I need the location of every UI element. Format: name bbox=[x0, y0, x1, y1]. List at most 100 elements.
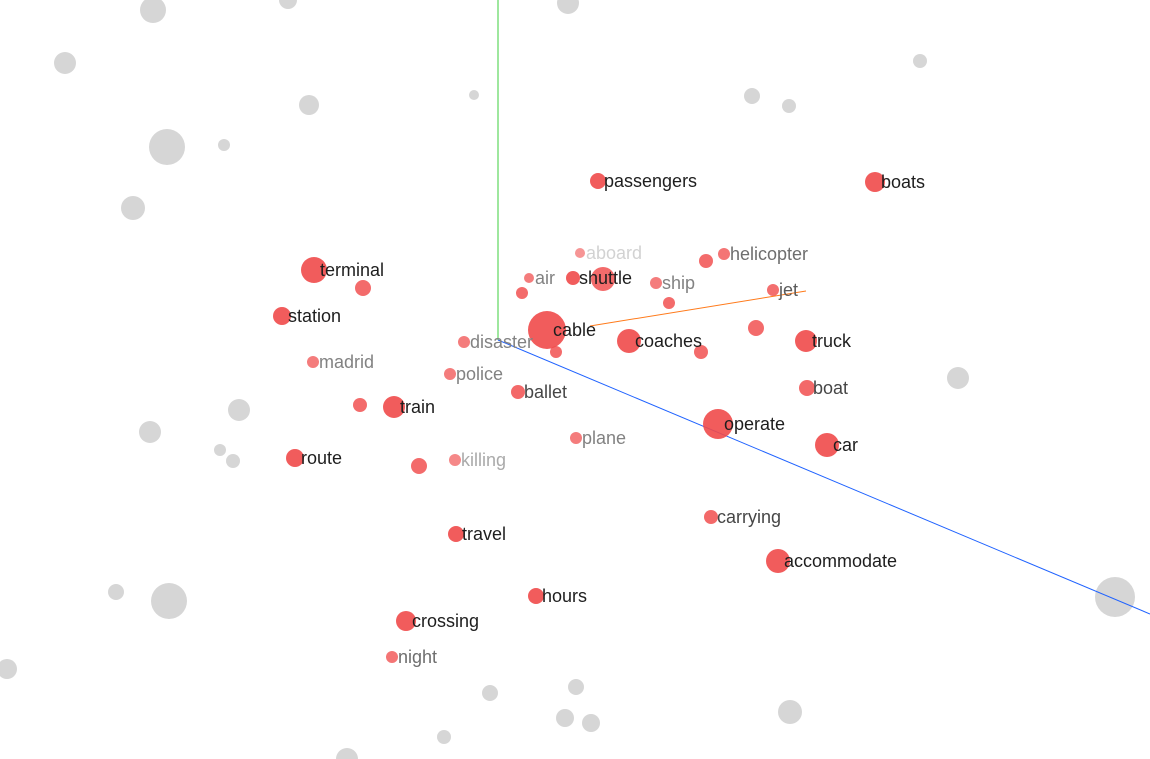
labeled-point[interactable] bbox=[383, 396, 405, 418]
background-point[interactable] bbox=[482, 685, 498, 701]
point-label: boats bbox=[881, 172, 925, 192]
background-point[interactable] bbox=[54, 52, 76, 74]
background-point[interactable] bbox=[556, 709, 574, 727]
background-point[interactable] bbox=[140, 0, 166, 23]
point-label: air bbox=[535, 268, 555, 288]
point-label: terminal bbox=[320, 260, 384, 280]
highlight-point[interactable] bbox=[355, 280, 371, 296]
background-point[interactable] bbox=[557, 0, 579, 14]
labeled-point[interactable] bbox=[815, 433, 839, 457]
background-point[interactable] bbox=[108, 584, 124, 600]
background-point[interactable] bbox=[228, 399, 250, 421]
highlight-point[interactable] bbox=[411, 458, 427, 474]
labeled-point[interactable] bbox=[386, 651, 398, 663]
background-point[interactable] bbox=[568, 679, 584, 695]
background-point[interactable] bbox=[218, 139, 230, 151]
highlight-point[interactable] bbox=[516, 287, 528, 299]
point-label: ballet bbox=[524, 382, 567, 402]
highlight-point[interactable] bbox=[550, 346, 562, 358]
background-point[interactable] bbox=[582, 714, 600, 732]
point-label: crossing bbox=[412, 611, 479, 631]
labeled-point[interactable] bbox=[570, 432, 582, 444]
labeled-point[interactable] bbox=[307, 356, 319, 368]
labeled-point[interactable] bbox=[767, 284, 779, 296]
point-label: car bbox=[833, 435, 858, 455]
labeled-point[interactable] bbox=[799, 380, 815, 396]
labeled-point[interactable] bbox=[458, 336, 470, 348]
background-point[interactable] bbox=[947, 367, 969, 389]
point-label: ship bbox=[662, 273, 695, 293]
highlight-point[interactable] bbox=[353, 398, 367, 412]
background-point[interactable] bbox=[744, 88, 760, 104]
point-label: coaches bbox=[635, 331, 702, 351]
highlight-point[interactable] bbox=[694, 345, 708, 359]
point-label: plane bbox=[582, 428, 626, 448]
background-point[interactable] bbox=[279, 0, 297, 9]
labeled-point[interactable] bbox=[286, 449, 304, 467]
labeled-point[interactable] bbox=[396, 611, 416, 631]
background-point[interactable] bbox=[0, 659, 17, 679]
labeled-point[interactable] bbox=[528, 588, 544, 604]
labeled-point[interactable] bbox=[448, 526, 464, 542]
labeled-point[interactable] bbox=[704, 510, 718, 524]
labeled-point[interactable] bbox=[273, 307, 291, 325]
highlight-point[interactable] bbox=[748, 320, 764, 336]
point-label: cable bbox=[553, 320, 596, 340]
background-point[interactable] bbox=[913, 54, 927, 68]
point-label: madrid bbox=[319, 352, 374, 372]
point-label: station bbox=[288, 306, 341, 326]
background-point[interactable] bbox=[139, 421, 161, 443]
background-point[interactable] bbox=[437, 730, 451, 744]
background-point[interactable] bbox=[149, 129, 185, 165]
background-point[interactable] bbox=[151, 583, 187, 619]
labeled-point[interactable] bbox=[524, 273, 534, 283]
background-point[interactable] bbox=[226, 454, 240, 468]
point-label: carrying bbox=[717, 507, 781, 527]
point-label: helicopter bbox=[730, 244, 808, 264]
background-point[interactable] bbox=[1095, 577, 1135, 617]
axes-layer bbox=[497, 0, 1150, 615]
labeled-point[interactable] bbox=[301, 257, 327, 283]
labeled-point[interactable] bbox=[766, 549, 790, 573]
highlight-point[interactable] bbox=[663, 297, 675, 309]
background-point[interactable] bbox=[121, 196, 145, 220]
point-label: operate bbox=[724, 414, 785, 434]
background-point[interactable] bbox=[778, 700, 802, 724]
z-axis-line bbox=[589, 290, 807, 327]
point-label: hours bbox=[542, 586, 587, 606]
point-label: night bbox=[398, 647, 437, 667]
point-label: route bbox=[301, 448, 342, 468]
point-label: accommodate bbox=[784, 551, 897, 571]
labeled-point[interactable] bbox=[566, 271, 580, 285]
point-label: disaster bbox=[470, 332, 533, 352]
background-point[interactable] bbox=[214, 444, 226, 456]
background-point[interactable] bbox=[299, 95, 319, 115]
point-label: police bbox=[456, 364, 503, 384]
labeled-point[interactable] bbox=[528, 311, 566, 349]
labeled-point[interactable] bbox=[575, 248, 585, 258]
labeled-point[interactable] bbox=[865, 172, 885, 192]
background-point[interactable] bbox=[469, 90, 479, 100]
labeled-point[interactable] bbox=[449, 454, 461, 466]
point-label: boat bbox=[813, 378, 848, 398]
labeled-point[interactable] bbox=[703, 409, 733, 439]
point-label: truck bbox=[812, 331, 852, 351]
labeled-point[interactable] bbox=[650, 277, 662, 289]
highlight-point[interactable] bbox=[591, 267, 615, 291]
labeled-point[interactable] bbox=[795, 330, 817, 352]
point-label: jet bbox=[778, 280, 798, 300]
background-point[interactable] bbox=[336, 748, 358, 759]
highlight-point[interactable] bbox=[699, 254, 713, 268]
labeled-point[interactable] bbox=[718, 248, 730, 260]
point-label: passengers bbox=[604, 171, 697, 191]
labeled-point[interactable] bbox=[511, 385, 525, 399]
labeled-point[interactable] bbox=[444, 368, 456, 380]
highlight-points-layer bbox=[273, 172, 885, 663]
labeled-point[interactable] bbox=[590, 173, 606, 189]
point-label: shuttle bbox=[579, 268, 632, 288]
background-point[interactable] bbox=[782, 99, 796, 113]
point-labels-layer: passengers boats aboard helicopter terminal a… bbox=[288, 171, 925, 667]
labeled-point[interactable] bbox=[617, 329, 641, 353]
